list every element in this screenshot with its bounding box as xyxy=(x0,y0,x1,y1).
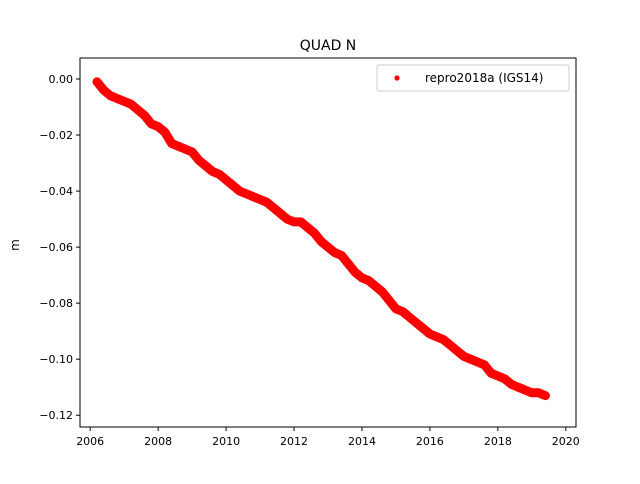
data-point xyxy=(134,106,141,114)
data-point xyxy=(263,199,270,206)
x-tick-label: 2020 xyxy=(552,435,580,448)
data-point xyxy=(318,238,325,245)
x-tick-label: 2006 xyxy=(76,435,104,448)
data-point xyxy=(222,176,230,184)
legend-marker xyxy=(394,75,400,81)
data-point xyxy=(311,229,318,237)
data-point xyxy=(236,187,243,195)
data-point xyxy=(127,101,135,108)
data-point xyxy=(243,190,250,198)
y-tick-label: −0.10 xyxy=(39,353,73,366)
data-point xyxy=(392,305,400,312)
x-tick-label: 2014 xyxy=(348,435,376,448)
y-axis-label: m xyxy=(8,239,22,251)
data-point xyxy=(277,210,284,217)
axes-frame xyxy=(79,57,577,428)
data-point xyxy=(148,120,155,128)
data-point xyxy=(250,193,257,200)
data-point xyxy=(202,162,209,170)
y-tick-label: −0.02 xyxy=(39,129,73,142)
data-point xyxy=(515,384,522,391)
series-0 xyxy=(92,77,550,401)
data-point xyxy=(413,319,420,326)
data-point xyxy=(358,274,366,282)
data-point xyxy=(535,389,542,396)
data-point xyxy=(508,381,515,388)
data-point xyxy=(433,333,440,340)
data-point xyxy=(175,143,182,150)
data-point xyxy=(114,95,121,102)
data-point xyxy=(386,297,393,304)
data-point xyxy=(426,330,434,338)
data-point xyxy=(542,392,549,399)
data-point xyxy=(494,372,502,380)
data-point xyxy=(372,283,379,290)
legend-box xyxy=(376,64,570,92)
data-point xyxy=(188,148,196,156)
data-point xyxy=(168,140,175,147)
data-point xyxy=(324,243,332,251)
x-tick-label: 2018 xyxy=(484,435,512,448)
data-point xyxy=(100,87,108,94)
data-point xyxy=(352,269,359,276)
plot-area xyxy=(92,77,550,401)
y-tick-label: −0.12 xyxy=(39,409,73,422)
x-tick-label: 2010 xyxy=(212,435,240,448)
legend: repro2018a (IGS14) xyxy=(376,64,570,92)
data-point xyxy=(304,224,311,231)
data-point xyxy=(141,112,148,119)
data-point xyxy=(447,342,454,349)
data-point xyxy=(453,347,461,354)
data-point xyxy=(297,218,304,226)
data-point xyxy=(345,260,352,268)
data-point xyxy=(216,171,223,178)
y-tick-label: −0.08 xyxy=(39,297,73,310)
data-point xyxy=(209,168,216,175)
data-point xyxy=(121,98,128,105)
data-point xyxy=(487,370,495,377)
data-point xyxy=(93,78,101,86)
data-point xyxy=(161,129,169,136)
y-tick-label: 0.00 xyxy=(49,73,74,86)
data-point xyxy=(284,215,291,223)
data-point xyxy=(379,288,386,296)
data-point xyxy=(440,336,447,343)
data-point xyxy=(481,361,488,368)
data-point xyxy=(270,204,277,212)
data-point xyxy=(419,325,427,332)
data-point xyxy=(365,277,372,284)
data-point xyxy=(229,182,237,189)
axes: 2006 2008 2010 2012 2014 2016 2018 2020 0.00 −0.0… xyxy=(39,57,580,448)
legend-label: repro2018a (IGS14) xyxy=(425,71,543,85)
data-point xyxy=(474,358,481,366)
x-tick-label: 2012 xyxy=(280,435,308,448)
data-point xyxy=(528,389,535,396)
y-tick-label: −0.04 xyxy=(39,185,73,198)
data-point xyxy=(521,386,529,394)
x-tick-label: 2008 xyxy=(144,435,172,448)
data-point xyxy=(460,353,468,360)
y-tick-label: −0.06 xyxy=(39,241,73,254)
data-point xyxy=(182,145,189,153)
data-point xyxy=(399,308,406,315)
data-point xyxy=(107,92,114,100)
chart-title: QUAD N xyxy=(300,38,357,54)
data-point xyxy=(406,314,413,321)
data-point xyxy=(338,252,345,259)
data-point xyxy=(290,218,298,226)
data-point xyxy=(467,356,474,363)
data-point xyxy=(501,375,508,382)
x-tick-label: 2016 xyxy=(416,435,444,448)
data-point xyxy=(331,249,338,256)
data-point xyxy=(154,123,162,130)
data-point xyxy=(195,157,203,164)
data-point xyxy=(256,196,264,203)
